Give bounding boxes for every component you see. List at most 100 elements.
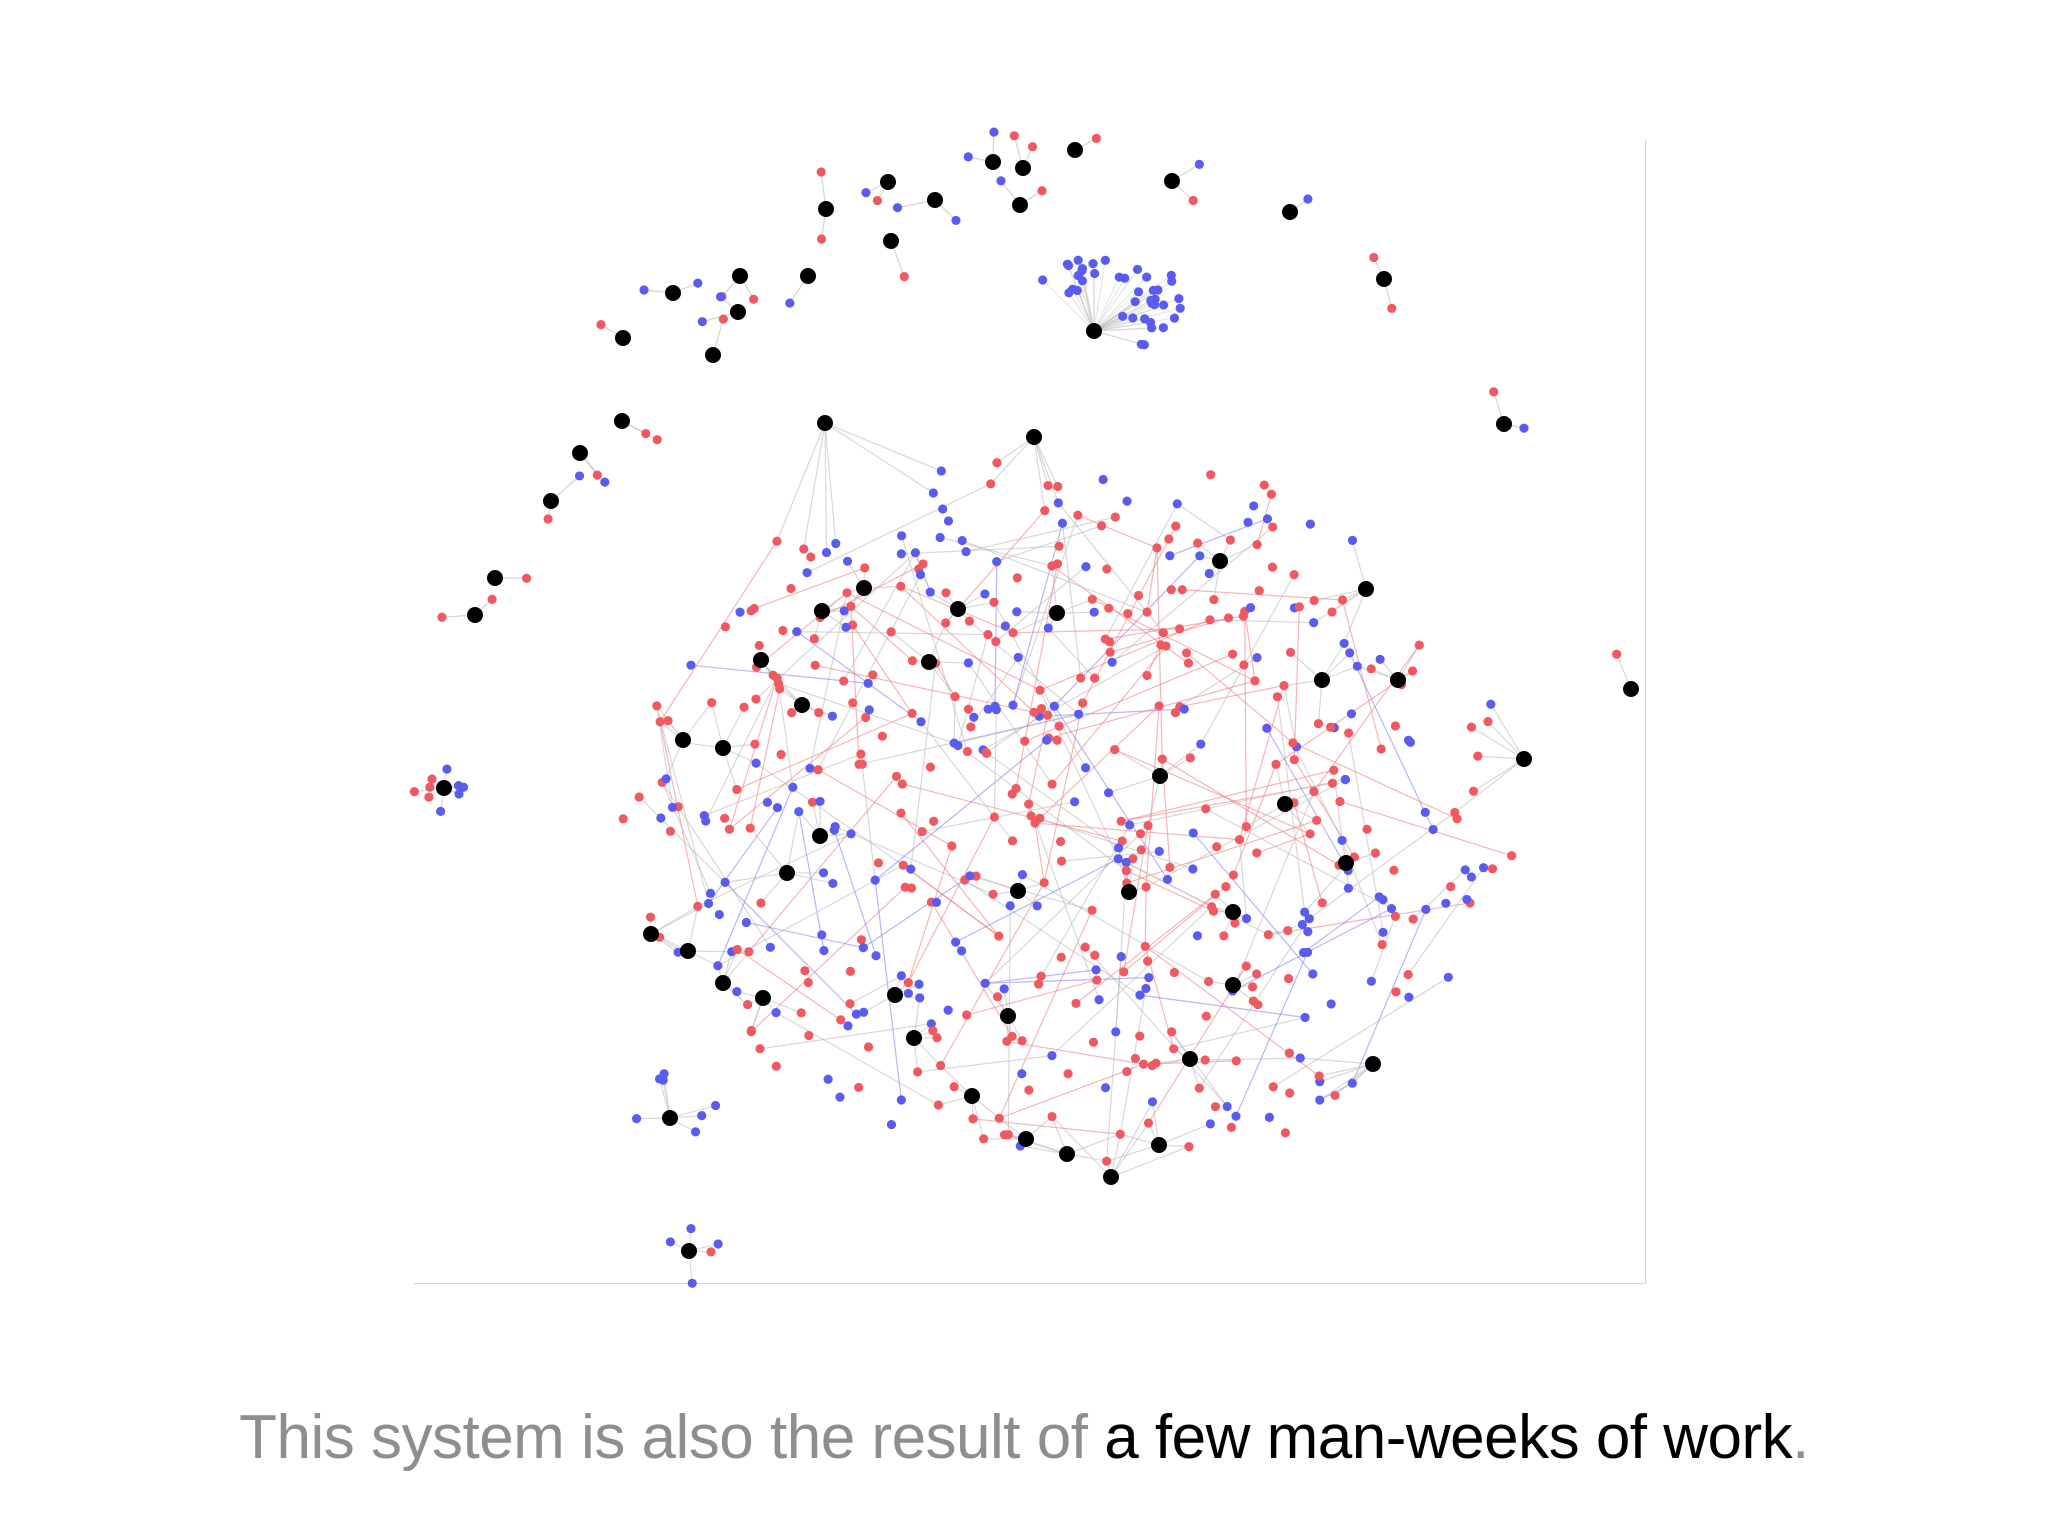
red-node xyxy=(1029,707,1039,717)
blue-node xyxy=(969,712,979,722)
graph-edge xyxy=(1144,945,1320,1077)
blue-node xyxy=(788,782,798,792)
graph-edge xyxy=(1093,273,1096,332)
red-node xyxy=(1391,987,1401,997)
blue-node xyxy=(1121,857,1131,867)
blue-node xyxy=(1374,892,1384,902)
blue-node xyxy=(1378,927,1388,938)
blue-node xyxy=(1352,661,1362,671)
red-node xyxy=(1252,969,1262,979)
red-node xyxy=(1012,573,1022,583)
blue-node xyxy=(1158,323,1168,333)
blue-node xyxy=(574,471,585,481)
graph-edge xyxy=(1093,330,1142,345)
blue-node xyxy=(699,810,709,821)
hub-node xyxy=(1358,581,1374,597)
red-node xyxy=(854,1082,864,1093)
red-node xyxy=(877,731,887,741)
red-node xyxy=(1473,751,1483,761)
hub-node xyxy=(1277,796,1293,812)
graph-edge xyxy=(824,422,828,553)
red-node xyxy=(1090,950,1100,960)
hub-node xyxy=(1026,429,1042,445)
red-node xyxy=(1003,1129,1013,1140)
blue-node xyxy=(703,898,714,909)
blue-node xyxy=(896,971,906,981)
blue-node xyxy=(1141,983,1151,994)
blue-node xyxy=(1295,1053,1305,1063)
blue-node xyxy=(714,909,724,920)
red-node xyxy=(1210,1102,1221,1112)
red-node xyxy=(796,1008,806,1018)
graph-edge xyxy=(1454,758,1525,813)
red-node xyxy=(891,771,902,781)
red-node xyxy=(1212,842,1222,852)
red-node xyxy=(810,660,820,670)
blue-node xyxy=(656,813,666,823)
hub-node xyxy=(705,347,721,363)
graph-edge xyxy=(1093,317,1175,332)
graph-edge xyxy=(748,775,897,953)
red-node xyxy=(1489,387,1499,397)
red-node xyxy=(1133,590,1144,601)
red-node xyxy=(1314,1071,1324,1081)
blue-node xyxy=(1345,648,1355,658)
blue-node xyxy=(1100,255,1110,265)
blue-node xyxy=(720,877,730,887)
blue-node xyxy=(1013,652,1023,663)
blue-node xyxy=(1077,264,1088,274)
blue-node xyxy=(1303,927,1313,937)
red-node xyxy=(1169,967,1179,978)
blue-node xyxy=(999,984,1009,994)
blue-node xyxy=(1315,1095,1325,1105)
blue-node xyxy=(1196,739,1206,749)
red-node xyxy=(1026,811,1036,821)
graph-edge xyxy=(1093,260,1106,332)
blue-node xyxy=(1174,294,1184,304)
blue-node xyxy=(732,986,742,997)
blue-node xyxy=(1130,297,1140,307)
red-node xyxy=(836,1015,846,1025)
hub-node xyxy=(730,304,746,320)
graph-edge xyxy=(750,886,906,1033)
red-node xyxy=(1047,779,1057,789)
red-node xyxy=(1047,1111,1057,1122)
red-node xyxy=(424,792,434,802)
red-node xyxy=(929,816,939,826)
red-node xyxy=(1294,602,1304,612)
graph-edge xyxy=(900,585,1035,713)
graph-edge xyxy=(1093,276,1120,332)
graph-edge xyxy=(1093,276,1148,332)
red-node xyxy=(1087,594,1097,604)
blue-node xyxy=(1042,735,1052,745)
graph-edge xyxy=(1490,703,1525,760)
red-node xyxy=(1110,745,1120,755)
red-node xyxy=(1040,505,1050,516)
graph-edge xyxy=(724,872,788,883)
graph-edge xyxy=(1105,615,1244,640)
red-node xyxy=(1225,535,1235,545)
graph-edge xyxy=(724,881,857,1015)
red-node xyxy=(745,823,755,833)
blue-node xyxy=(1339,638,1349,649)
blue-node xyxy=(1057,518,1068,528)
blue-node xyxy=(936,466,946,476)
red-node xyxy=(543,514,553,524)
blue-node xyxy=(1195,551,1205,561)
graph-edge xyxy=(860,754,876,881)
blue-node xyxy=(1347,535,1358,545)
blue-node xyxy=(859,1007,869,1017)
graph-edge xyxy=(1126,819,1317,884)
blue-node xyxy=(667,802,678,812)
graph-edge xyxy=(1319,1063,1374,1101)
blue-node xyxy=(1304,914,1314,924)
red-node xyxy=(1267,562,1278,572)
red-node xyxy=(1143,956,1153,966)
blue-node xyxy=(1116,952,1126,962)
graph-edge xyxy=(1351,540,1367,590)
hub-node xyxy=(487,570,503,586)
blue-node xyxy=(1017,870,1028,880)
red-node xyxy=(1142,607,1152,617)
graph-edge xyxy=(1006,1040,1144,1065)
red-node xyxy=(1247,982,1258,992)
